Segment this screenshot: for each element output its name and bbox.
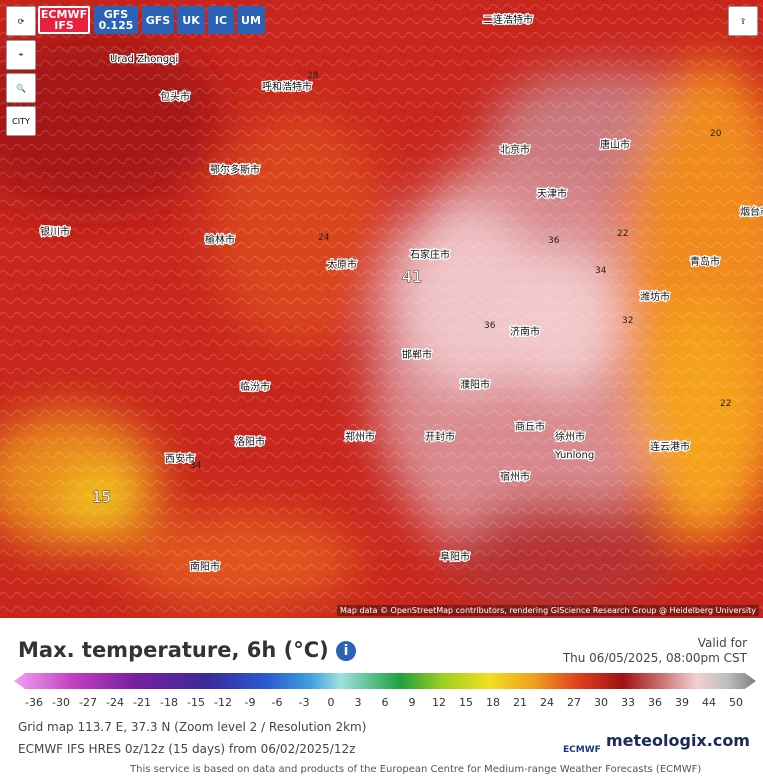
info-icon[interactable]: i — [336, 641, 357, 661]
city-label: 临汾市 — [240, 380, 270, 393]
city-label: 西安市 — [165, 452, 195, 465]
city-label: 济南市 — [510, 325, 540, 338]
temperature-label: 28 — [307, 71, 319, 81]
model-button[interactable]: UM — [237, 6, 265, 34]
legend-label: 6 — [381, 696, 389, 709]
city-label: 呼和浩特市 — [262, 80, 312, 93]
legend-label: -36 — [25, 696, 43, 709]
legend-label: 36 — [648, 696, 662, 709]
city-label: 洛阳市 — [235, 435, 265, 448]
city-label: 南阳市 — [190, 560, 220, 573]
legend-label: -9 — [244, 696, 256, 709]
reload-button[interactable]: ⟳ — [6, 6, 36, 36]
temperature-label: 24 — [318, 233, 330, 243]
temperature-label: 41 — [402, 267, 422, 286]
city-label: 郑州市 — [345, 430, 375, 443]
legend-label: -18 — [160, 696, 178, 709]
valid-label: Valid for — [697, 636, 747, 650]
temperature-label: 20 — [710, 129, 722, 139]
footer: This service is based on data and produc… — [130, 764, 702, 775]
city-label: 开封市 — [425, 430, 455, 443]
title-text: Max. temperature, 6h (°C) — [18, 638, 329, 662]
location-button[interactable]: ⌖ — [6, 40, 36, 70]
legend-label: 24 — [540, 696, 554, 709]
temperature-label: 34 — [595, 266, 607, 276]
city-label: 二连浩特市 — [483, 13, 533, 26]
legend-label: 21 — [513, 696, 527, 709]
brand: meteologix.com — [606, 731, 750, 750]
city-button[interactable]: CITY — [6, 106, 36, 136]
city-label: 濮阳市 — [460, 378, 490, 391]
temperature-label: 36 — [548, 236, 560, 246]
legend-label: 39 — [675, 696, 689, 709]
legend-label: -24 — [106, 696, 124, 709]
legend-label: -12 — [214, 696, 232, 709]
legend-label: -30 — [52, 696, 70, 709]
city-label: 阜阳市 — [440, 550, 470, 563]
temperature-label: 34 — [190, 461, 202, 471]
model-button[interactable]: GFS 0.125 — [94, 6, 138, 34]
legend-label: -3 — [298, 696, 310, 709]
attribution: Map data © OpenStreetMap contributors, r… — [337, 605, 759, 616]
city-label: 潍坊市 — [640, 290, 670, 303]
grid-info: Grid map 113.7 E, 37.3 N (Zoom level 2 /… — [18, 720, 367, 734]
valid-time: Thu 06/05/2025, 08:00pm CST — [562, 651, 747, 665]
color-bar-ticks: -36 -30 -27 -24 -21 -18 -15 -12 -9 -6 -3 0 3 6 9 12 15 18… — [14, 696, 756, 710]
city-label: 连云港市 — [650, 440, 690, 453]
legend-label: 0 — [327, 696, 335, 709]
share-button[interactable]: ⇪ — [728, 6, 758, 36]
temperature-label: 15 — [92, 488, 111, 506]
city-label: 唐山市 — [600, 138, 630, 151]
legend-label: 12 — [432, 696, 446, 709]
city-label: 北京市 — [500, 143, 530, 156]
city-label: 青岛市 — [690, 255, 720, 268]
city-label: 商丘市 — [515, 420, 545, 433]
city-label: Yunlong — [554, 450, 594, 461]
model-button[interactable]: ECMWF IFS — [38, 6, 90, 34]
title: Max. temperature, 6h (°C) i — [18, 638, 357, 662]
legend-label: 33 — [621, 696, 635, 709]
legend-label: 30 — [594, 696, 608, 709]
city-label: 徐州市 — [555, 430, 585, 443]
city-label: 宿州市 — [500, 470, 530, 483]
city-label: 榆林市 — [205, 233, 235, 246]
temperature-label: 22 — [617, 229, 628, 239]
model-button[interactable]: GFS — [142, 6, 174, 34]
legend-label: 18 — [486, 696, 500, 709]
legend-label: 44 — [702, 696, 716, 709]
city-label: 太原市 — [327, 258, 357, 271]
legend-label: 15 — [459, 696, 473, 709]
city-label: 石家庄市 — [410, 248, 450, 261]
city-label: 银川市 — [40, 225, 70, 238]
legend-label: -27 — [79, 696, 97, 709]
legend-label: -15 — [187, 696, 205, 709]
model-info: ECMWF IFS HRES 0z/12z (15 days) from 06/… — [18, 742, 356, 756]
city-label: 烟台市 — [740, 205, 763, 218]
temperature-label: 32 — [622, 316, 633, 326]
legend-label: -6 — [271, 696, 283, 709]
city-label: 邯郸市 — [402, 348, 432, 361]
legend-label: 50 — [729, 696, 743, 709]
model-button[interactable]: UK — [177, 6, 205, 34]
temperature-label: 36 — [484, 321, 496, 331]
city-label: Urad Zhongqi — [110, 54, 178, 65]
legend-label: 3 — [354, 696, 362, 709]
legend-label: -21 — [133, 696, 151, 709]
ecmwf-logo: ECMWF — [563, 745, 601, 755]
model-button[interactable]: IC — [208, 6, 234, 34]
zoom-button[interactable]: 🔍 — [6, 73, 36, 103]
legend-label: 9 — [408, 696, 416, 709]
legend-label: 27 — [567, 696, 581, 709]
city-label: 包头市 — [160, 90, 190, 103]
city-label: 鄂尔多斯市 — [210, 163, 260, 176]
temperature-label: 22 — [720, 399, 731, 409]
city-label: 天津市 — [537, 187, 567, 200]
color-bar — [14, 673, 756, 689]
